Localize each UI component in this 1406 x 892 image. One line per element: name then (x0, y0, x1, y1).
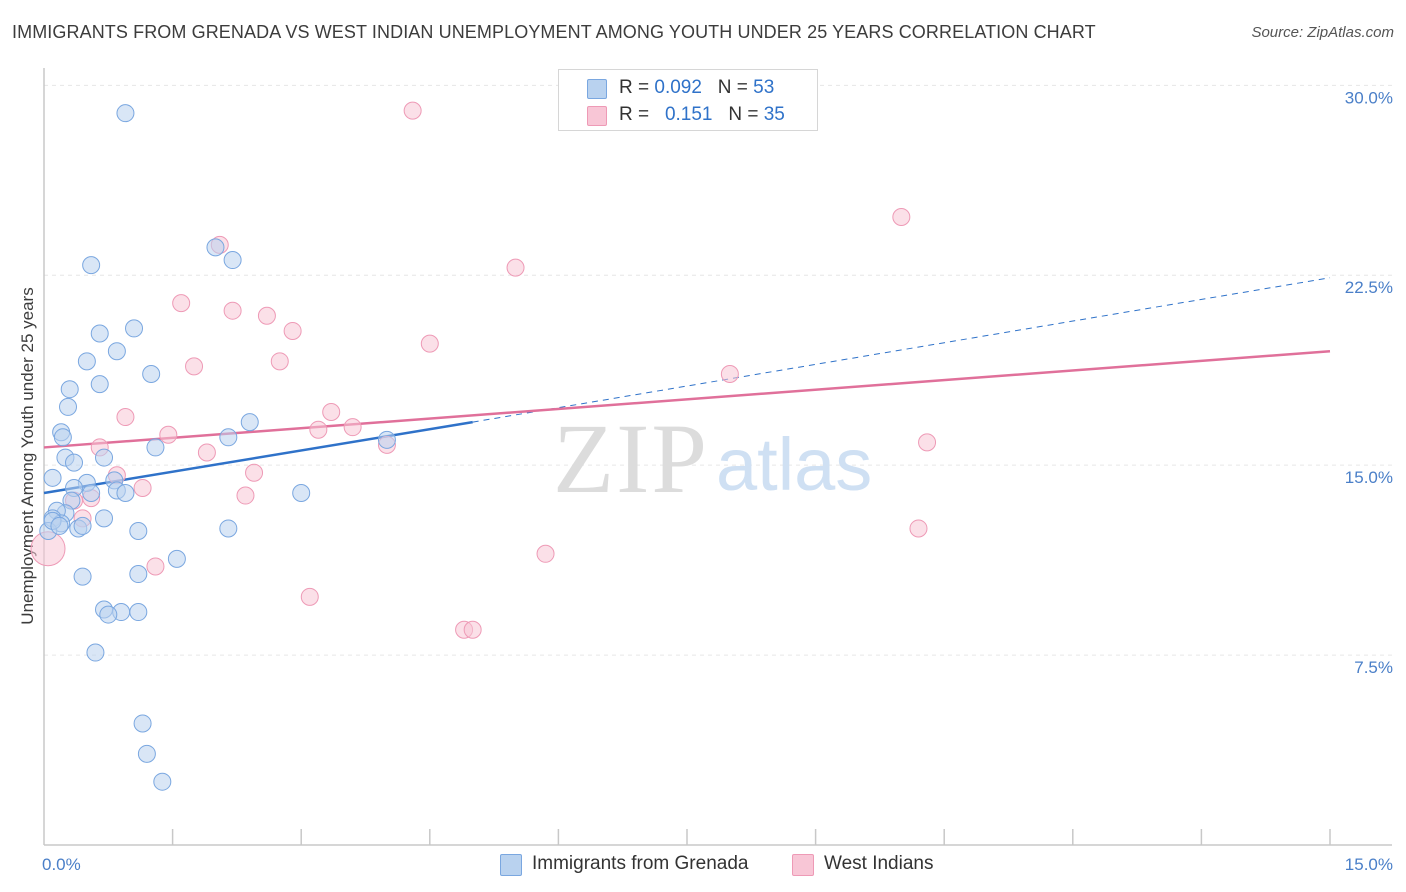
x-axis-ticks (171, 829, 1331, 845)
west-indians-point (197, 443, 216, 462)
legend-swatch-pink (587, 106, 607, 126)
legend-r-label: R = (619, 77, 655, 98)
bottom-legend-label: West Indians (824, 853, 934, 874)
grenada-point (95, 509, 114, 528)
legend-n-value: 53 (753, 77, 775, 98)
grenada-point (240, 413, 259, 432)
west-indians-point (159, 425, 178, 444)
grenada-point (107, 342, 126, 361)
gridlines (44, 84, 1392, 656)
grenada-point (99, 605, 118, 624)
source-label: Source: ZipAtlas.com (1251, 24, 1394, 41)
grenada-point (60, 380, 79, 399)
grenada-point (59, 397, 78, 416)
legend-r-value: 0.092 (654, 77, 702, 98)
west-indians-point (133, 478, 152, 497)
y-tick-label: 22.5% (1345, 278, 1393, 297)
west-indians-point (403, 101, 422, 120)
west-indians-point (506, 258, 525, 277)
grenada-point (125, 319, 144, 338)
bottom-legend-label: Immigrants from Grenada (532, 853, 749, 874)
west-indians-point (309, 420, 328, 439)
grenada-point (90, 324, 109, 343)
west-indians-trend-line (43, 349, 1331, 449)
bottom-legend-swatch-pink (792, 854, 814, 876)
legend-n-label: N = (717, 77, 754, 98)
watermark-zip: ZIP (553, 403, 709, 514)
grenada-point (65, 453, 84, 472)
west-indians-point (185, 357, 204, 376)
grenada-point (50, 516, 69, 535)
grenada-point (137, 744, 156, 763)
grenada-point (219, 519, 238, 538)
grenada-point (129, 565, 148, 584)
y-tick-label: 7.5% (1354, 658, 1393, 677)
grenada-point (223, 251, 242, 270)
grenada-point (129, 522, 148, 540)
legend-r-label: R = (619, 104, 655, 125)
west-indians-point (172, 294, 191, 313)
x-tick-label: 0.0% (42, 855, 81, 874)
grenada-point (133, 714, 152, 733)
west-indians-point (420, 334, 439, 353)
grenada-trend-extension (472, 277, 1331, 423)
west-indians-point (146, 557, 165, 576)
grenada-point (86, 643, 105, 662)
grenada-points (39, 104, 396, 791)
grenada-point (82, 256, 101, 275)
west-indians-point (236, 486, 255, 505)
west-indians-point (909, 519, 928, 538)
west-indians-point (536, 544, 555, 563)
grenada-point (73, 567, 92, 586)
watermark-atlas: atlas (716, 423, 872, 506)
legend-n-value: 35 (763, 104, 785, 125)
chart-title: IMMIGRANTS FROM GRENADA VS WEST INDIAN U… (12, 22, 1096, 42)
west-indians-point (918, 433, 937, 452)
grenada-point (142, 365, 161, 383)
grenada-point (73, 516, 92, 535)
west-indians-point (283, 321, 302, 340)
grenada-point (53, 428, 72, 447)
west-indians-point (245, 463, 264, 482)
west-indians-points (30, 101, 937, 639)
x-tick-labels: 0.0% 15.0% (42, 855, 1393, 874)
correlation-legend: R = 0.092 N = 53 R = 0.151 N = 35 (558, 69, 818, 131)
west-indians-point (463, 620, 482, 639)
grenada-point (206, 238, 225, 257)
grenada-point (167, 549, 186, 568)
grenada-point (129, 603, 148, 622)
grenada-point (90, 375, 109, 394)
west-indians-point (116, 408, 135, 427)
bottom-legend-swatch-blue (500, 854, 522, 876)
legend-n-label: N = (728, 104, 764, 125)
grenada-point (292, 484, 311, 503)
west-indians-point (892, 208, 911, 226)
grenada-point (43, 468, 62, 487)
grenada-point (116, 104, 135, 123)
y-tick-labels: 7.5% 15.0% 22.5% 30.0% (1345, 88, 1393, 677)
west-indians-point (270, 352, 289, 371)
west-indians-point (343, 418, 362, 437)
grenada-point (95, 448, 114, 467)
west-indians-point (720, 365, 739, 383)
x-tick-label: 15.0% (1345, 855, 1393, 874)
y-tick-label: 15.0% (1345, 468, 1393, 487)
axes (43, 68, 1392, 846)
west-indians-point (257, 306, 276, 325)
grenada-point (82, 484, 101, 503)
legend-r-value: 0.151 (664, 104, 713, 125)
grenada-point (153, 772, 172, 791)
grenada-point (146, 438, 165, 457)
grenada-point (77, 352, 96, 371)
west-indians-point (223, 301, 242, 320)
grenada-point (377, 430, 396, 449)
grenada-point (219, 428, 238, 447)
legend-swatch-blue (587, 79, 607, 99)
y-tick-label: 30.0% (1345, 88, 1393, 107)
west-indians-point (322, 402, 341, 421)
grenada-point (116, 484, 135, 503)
west-indians-point (300, 587, 319, 606)
